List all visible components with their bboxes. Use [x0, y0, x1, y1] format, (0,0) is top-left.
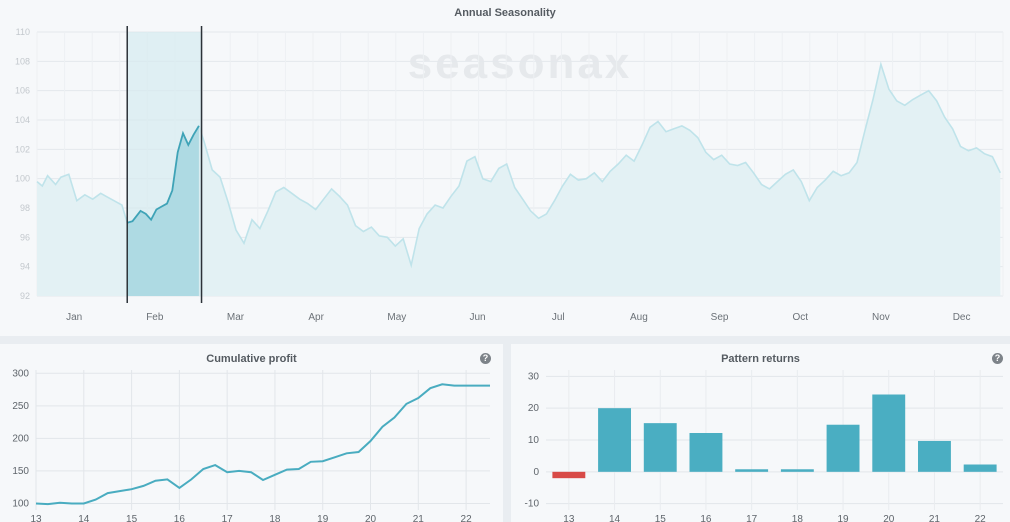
x-tick-label: 19: [317, 514, 329, 522]
pattern-return-bar: [963, 464, 997, 472]
y-tick-label: 96: [20, 232, 30, 242]
x-tick-label: 14: [78, 514, 90, 522]
y-tick-label: 10: [528, 435, 540, 446]
x-tick-label: 21: [413, 514, 425, 522]
annual-seasonality-panel: Annual Seasonality seasonax 92 94 96 98 100 10…: [0, 0, 1010, 336]
month-tick-label: Jun: [469, 312, 485, 323]
y-tick-label: 94: [20, 262, 30, 272]
y-tick-label: 150: [12, 466, 29, 477]
cumulative-profit-line: [35, 383, 490, 506]
month-tick-label: Feb: [146, 312, 164, 323]
month-tick-label: Apr: [308, 312, 324, 323]
month-tick-label: Aug: [630, 312, 648, 323]
y-tick-label: 200: [12, 433, 29, 444]
question-circle-icon[interactable]: ?: [992, 353, 1003, 364]
pattern-return-bar: [780, 469, 814, 472]
y-tick-label: 104: [15, 115, 30, 125]
annual-seasonality-chart[interactable]: seasonax 92 94 96 98 100 102 104 106 108 110 Jan Feb…: [0, 0, 1010, 336]
pattern-return-bar: [735, 469, 769, 472]
pattern-return-bar: [917, 440, 951, 472]
x-tick-label: 14: [609, 514, 621, 522]
month-tick-label: Jan: [66, 312, 82, 323]
month-tick-label: Nov: [872, 312, 890, 323]
x-tick-label: 18: [792, 514, 804, 522]
pattern-returns-title: Pattern returns: [721, 353, 800, 365]
x-tick-label: 20: [883, 514, 895, 522]
x-tick-label: 17: [746, 514, 758, 522]
month-tick-label: Sep: [711, 312, 729, 323]
annual-seasonality-title: Annual Seasonality: [454, 7, 556, 19]
seasonality-area: [37, 64, 1001, 296]
x-tick-label: 18: [269, 514, 281, 522]
pattern-returns-chart[interactable]: -10 0 10 20 30 13 14 15 16 17 18 19 20 21 22: [511, 344, 1010, 522]
x-tick-label: 19: [837, 514, 849, 522]
y-tick-label: -10: [525, 499, 540, 510]
y-tick-label: 110: [16, 27, 30, 37]
pattern-return-bar: [872, 394, 906, 472]
y-tick-label: 30: [528, 371, 540, 382]
x-tick-label: 15: [126, 514, 138, 522]
x-tick-label: 16: [174, 514, 186, 522]
question-circle-icon[interactable]: ?: [480, 353, 491, 364]
cumulative-profit-chart[interactable]: 100 150 200 250 300 13 14 15 16 17 18 19 20 21 22: [0, 344, 503, 522]
month-tick-label: Mar: [227, 312, 245, 323]
highlight-area: [127, 125, 199, 297]
x-tick-label: 22: [461, 514, 473, 522]
x-tick-label: 13: [563, 514, 575, 522]
y-tick-label: 108: [15, 56, 30, 66]
y-tick-label: 100: [15, 174, 30, 184]
x-tick-label: 15: [655, 514, 667, 522]
y-tick-label: 106: [15, 86, 30, 96]
cumulative-profit-panel: Cumulative profit ? 100 150 200 250 300 13 14 1…: [0, 344, 503, 522]
month-tick-label: Dec: [953, 312, 971, 323]
month-tick-label: May: [387, 312, 406, 323]
pattern-return-bar: [598, 408, 632, 472]
x-tick-label: 22: [975, 514, 987, 522]
pattern-return-bar: [689, 433, 723, 472]
month-tick-label: Oct: [792, 312, 808, 323]
y-tick-label: 0: [533, 467, 539, 478]
y-tick-label: 102: [15, 144, 30, 154]
pattern-return-bar: [643, 423, 677, 472]
y-tick-label: 98: [20, 203, 30, 213]
pattern-returns-panel: Pattern returns ? -10 0 10 20 30 13 14 15 16 17 18…: [511, 344, 1010, 522]
x-tick-label: 21: [929, 514, 941, 522]
x-tick-label: 17: [222, 514, 234, 522]
pattern-return-bar: [552, 471, 586, 479]
y-tick-label: 300: [12, 368, 29, 379]
x-tick-label: 20: [365, 514, 377, 522]
cumulative-profit-title: Cumulative profit: [206, 353, 297, 365]
y-tick-label: 250: [12, 401, 29, 412]
y-tick-label: 20: [528, 403, 540, 414]
watermark-logo: seasonax: [408, 39, 633, 88]
y-tick-label: 92: [20, 291, 30, 301]
x-tick-label: 13: [30, 514, 42, 522]
pattern-return-bar: [826, 424, 860, 472]
y-tick-label: 100: [12, 498, 29, 509]
highlight-line: [126, 125, 200, 224]
x-tick-label: 16: [700, 514, 712, 522]
month-tick-label: Jul: [552, 312, 565, 323]
